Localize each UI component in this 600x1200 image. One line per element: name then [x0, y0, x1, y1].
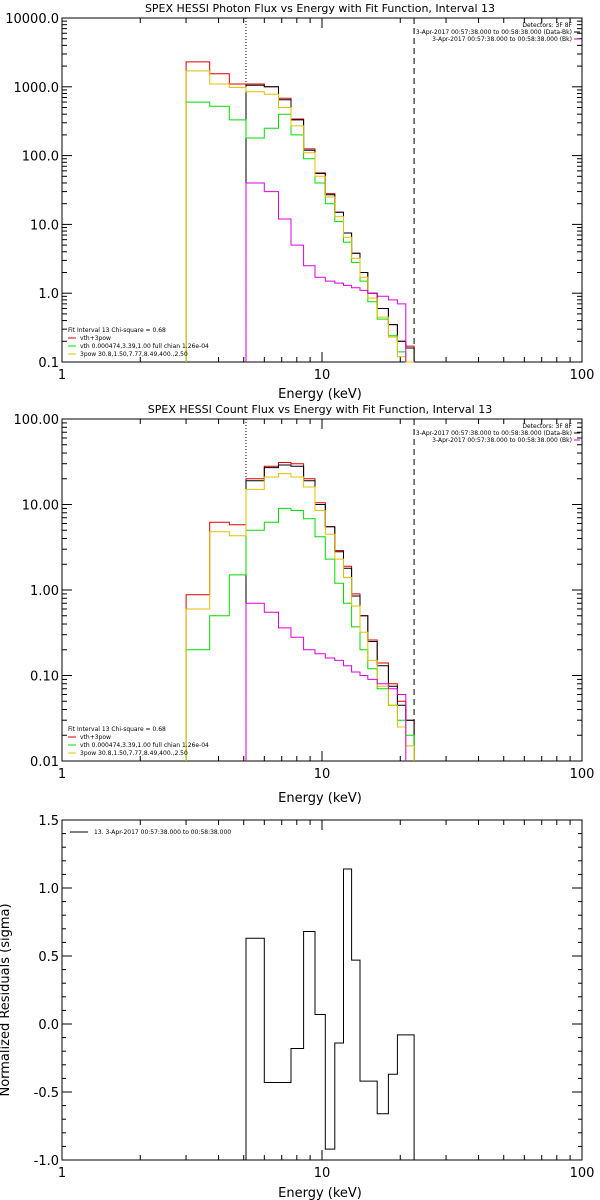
- count-y-tick-label: 1.00: [30, 584, 59, 599]
- count-series-vth-3pow: [185, 462, 415, 761]
- count-legend-line: vth 0.000474,3.39,1.00 full chian 1.26e-…: [80, 742, 209, 749]
- photon-series-vth: [185, 101, 415, 363]
- count-legend-line: 3pow 30.8,1.50,7.77,8.49,400.,2.50: [80, 750, 188, 757]
- photon-y-tick-label: 100.0: [22, 150, 59, 165]
- photon-chart-title: SPEX HESSI Photon Flux vs Energy with Fi…: [145, 2, 495, 15]
- photon-header-line: 3-Apr-2017 00:57:38.000 to 00:58:38.000 …: [416, 29, 572, 36]
- photon-header-line: 3-Apr-2017 00:57:38.000 to 00:58:38.000 …: [432, 36, 572, 43]
- count-series-bk: [245, 602, 407, 761]
- count-y-tick-label: 0.10: [30, 670, 59, 685]
- residual-step-line: [245, 868, 415, 1160]
- photon-header-line: Detectors: 3F 8F: [522, 22, 572, 29]
- count-series-vth: [185, 507, 415, 761]
- photon-step-line: [185, 101, 415, 363]
- photon-y-tick-label: 10000.0: [5, 12, 59, 27]
- photon-legend-line: vth+3pow: [80, 335, 111, 342]
- count-step-line: [245, 602, 407, 761]
- count-y-tick-label: 100.00: [14, 413, 60, 428]
- count-step-line: [185, 473, 415, 761]
- residual-plot-frame: [61, 819, 583, 1161]
- count-header-line: Detectors: 3F 8F: [522, 423, 572, 430]
- photon-step-line: [245, 182, 407, 362]
- count-legend-line: vth+3pow: [80, 734, 111, 741]
- photon-y-tick-label: 1.0: [38, 287, 59, 302]
- count-step-line: [185, 507, 415, 761]
- photon-step-line: [185, 70, 415, 363]
- photon-y-tick-label: 0.1: [38, 356, 59, 371]
- residual-x-tick-label: 1: [58, 1166, 66, 1181]
- photon-plot-frame: [61, 17, 583, 363]
- residual-x-tick-label: 10: [314, 1166, 331, 1181]
- count-plot-frame: [61, 418, 583, 762]
- count-step-line: [185, 462, 415, 761]
- count-chart-xlabel: Energy (keV): [278, 791, 362, 806]
- count-y-tick-label: 10.00: [22, 499, 59, 514]
- residual-x-tick-label: 100: [570, 1166, 595, 1181]
- residual-chart-ylabel: Normalized Residuals (sigma): [0, 903, 13, 1096]
- photon-x-tick-label: 10: [314, 368, 331, 383]
- residual-y-tick-label: 1.0: [38, 882, 59, 897]
- count-series-3pow: [185, 473, 415, 761]
- photon-x-tick-label: 100: [570, 368, 595, 383]
- count-y-tick-label: 0.01: [30, 755, 59, 770]
- photon-y-tick-label: 10.0: [30, 218, 59, 233]
- residual-y-tick-label: 0.0: [38, 1018, 59, 1033]
- count-x-tick-label: 10: [314, 767, 331, 782]
- photon-y-tick-label: 1000.0: [14, 81, 60, 96]
- count-header-line: 3-Apr-2017 00:57:38.000 to 00:58:38.000 …: [432, 437, 572, 444]
- residual-chart-xlabel: Energy (keV): [278, 1186, 362, 1200]
- photon-legend-line: Fit Interval 13 Chi-square = 0.68: [68, 327, 166, 334]
- photon-series-3pow: [185, 70, 415, 363]
- count-header-line: 3-Apr-2017 00:57:38.000 to 00:58:38.000 …: [416, 430, 572, 437]
- photon-series-bk: [245, 182, 407, 362]
- photon-chart-xlabel: Energy (keV): [278, 387, 362, 402]
- count-chart-title: SPEX HESSI Count Flux vs Energy with Fit…: [148, 403, 492, 416]
- residual-y-tick-label: -0.5: [34, 1086, 59, 1101]
- count-step-line: [245, 464, 415, 761]
- photon-legend-line: 3pow 30.8,1.50,7.77,8.49,400.,2.50: [80, 351, 188, 358]
- residual-y-tick-label: -1.0: [34, 1154, 59, 1169]
- residual-y-tick-label: 0.5: [38, 950, 59, 965]
- count-x-tick-label: 1: [58, 767, 66, 782]
- residual-y-tick-label: 1.5: [38, 814, 59, 829]
- count-x-tick-label: 100: [570, 767, 595, 782]
- count-series-data-bk: [245, 464, 415, 761]
- photon-x-tick-label: 1: [58, 368, 66, 383]
- photon-legend-line: vth 0.000474,3.39,1.00 full chian 1.26e-…: [80, 343, 209, 350]
- count-legend-line: Fit Interval 13 Chi-square = 0.68: [68, 726, 166, 733]
- residual-legend-line: 13. 3-Apr-2017 00:57:38.000 to 00:58:38.…: [94, 829, 231, 836]
- residual-series-residuals: [245, 868, 415, 1160]
